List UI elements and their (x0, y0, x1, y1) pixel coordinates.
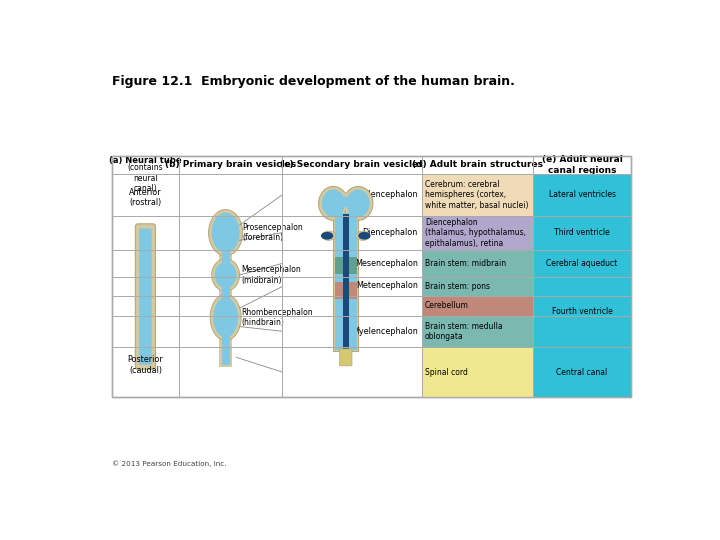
Text: Metencephalon: Metencephalon (356, 281, 418, 291)
Bar (335, 282, 356, 299)
Text: Central canal: Central canal (557, 368, 608, 376)
Bar (422, 215, 534, 249)
Bar (112, 156, 631, 397)
Text: (b) Primary brain vesicles: (b) Primary brain vesicles (165, 160, 297, 170)
Bar (534, 249, 631, 278)
Text: Lateral ventricles: Lateral ventricles (549, 191, 616, 199)
Text: Cerebellum: Cerebellum (425, 301, 469, 310)
Text: Brain stem: medulla
oblongata: Brain stem: medulla oblongata (425, 321, 503, 341)
FancyBboxPatch shape (135, 224, 156, 369)
Text: Rhombencephalon
(hindbrain): Rhombencephalon (hindbrain) (241, 308, 312, 327)
Bar (335, 213, 356, 350)
Bar (534, 174, 631, 215)
Bar (343, 257, 349, 274)
Ellipse shape (213, 298, 238, 338)
Bar (534, 347, 631, 397)
Text: (c) Secondary brain vesicles: (c) Secondary brain vesicles (280, 160, 424, 170)
Text: (d) Adult brain structures: (d) Adult brain structures (412, 160, 543, 170)
Ellipse shape (319, 186, 348, 220)
Text: (a) Neural tube: (a) Neural tube (109, 157, 181, 165)
Text: (e) Adult neural
canal regions: (e) Adult neural canal regions (541, 155, 623, 174)
FancyBboxPatch shape (139, 228, 152, 364)
Text: Telencephalon: Telencephalon (360, 191, 418, 199)
Ellipse shape (361, 234, 365, 237)
Bar (343, 282, 349, 299)
Ellipse shape (356, 231, 370, 240)
Bar (534, 215, 631, 249)
Bar (534, 278, 631, 347)
Ellipse shape (322, 190, 345, 217)
FancyBboxPatch shape (340, 349, 352, 366)
Bar (343, 214, 349, 350)
Ellipse shape (209, 210, 243, 256)
Text: Anterior
(rostral): Anterior (rostral) (129, 187, 162, 207)
Ellipse shape (212, 259, 240, 291)
Bar (422, 174, 534, 215)
Text: © 2013 Pearson Education, Inc.: © 2013 Pearson Education, Inc. (112, 460, 226, 467)
Text: Cerebral aqueduct: Cerebral aqueduct (546, 259, 618, 268)
Ellipse shape (324, 233, 333, 239)
Text: (contains
neural
canal): (contains neural canal) (127, 164, 163, 193)
Bar (422, 296, 534, 316)
Text: Brain stem: pons: Brain stem: pons (425, 282, 490, 291)
Ellipse shape (215, 262, 236, 288)
Bar (112, 156, 631, 397)
Ellipse shape (338, 197, 354, 207)
Text: Diencephalon
(thalamus, hypothalamus,
epithalamus), retina: Diencephalon (thalamus, hypothalamus, ep… (425, 218, 526, 247)
Bar (333, 213, 358, 351)
Text: Myelencephalon: Myelencephalon (352, 327, 418, 336)
Text: Fourth ventricle: Fourth ventricle (552, 307, 613, 316)
Ellipse shape (321, 232, 333, 240)
Ellipse shape (335, 193, 356, 211)
Bar (422, 316, 534, 347)
Text: Spinal cord: Spinal cord (425, 368, 468, 376)
Text: Cerebrum: cerebral
hemispheres (cortex,
white matter, basal nuclei): Cerebrum: cerebral hemispheres (cortex, … (425, 180, 528, 210)
Ellipse shape (326, 234, 331, 237)
Text: Posterior
(caudal): Posterior (caudal) (127, 355, 163, 375)
Text: Third ventricle: Third ventricle (554, 228, 610, 237)
Text: Prosencephalon
(forebrain): Prosencephalon (forebrain) (243, 223, 303, 242)
Bar (422, 249, 534, 278)
Text: Mesencephalon
(midbrain): Mesencephalon (midbrain) (241, 265, 301, 285)
Ellipse shape (322, 231, 336, 240)
Bar (422, 347, 534, 397)
Ellipse shape (210, 294, 241, 340)
Ellipse shape (358, 233, 367, 239)
Text: Figure 12.1  Embryonic development of the human brain.: Figure 12.1 Embryonic development of the… (112, 75, 515, 88)
Text: Diencephalon: Diencephalon (363, 228, 418, 237)
Text: Mesencephalon: Mesencephalon (355, 259, 418, 268)
Bar (422, 278, 534, 296)
Ellipse shape (358, 232, 371, 240)
Text: Brain stem: midbrain: Brain stem: midbrain (425, 259, 506, 268)
Bar (220, 230, 232, 367)
Ellipse shape (346, 190, 370, 217)
Bar (222, 231, 230, 365)
Ellipse shape (343, 186, 373, 220)
Bar (335, 257, 356, 274)
Ellipse shape (212, 213, 240, 253)
